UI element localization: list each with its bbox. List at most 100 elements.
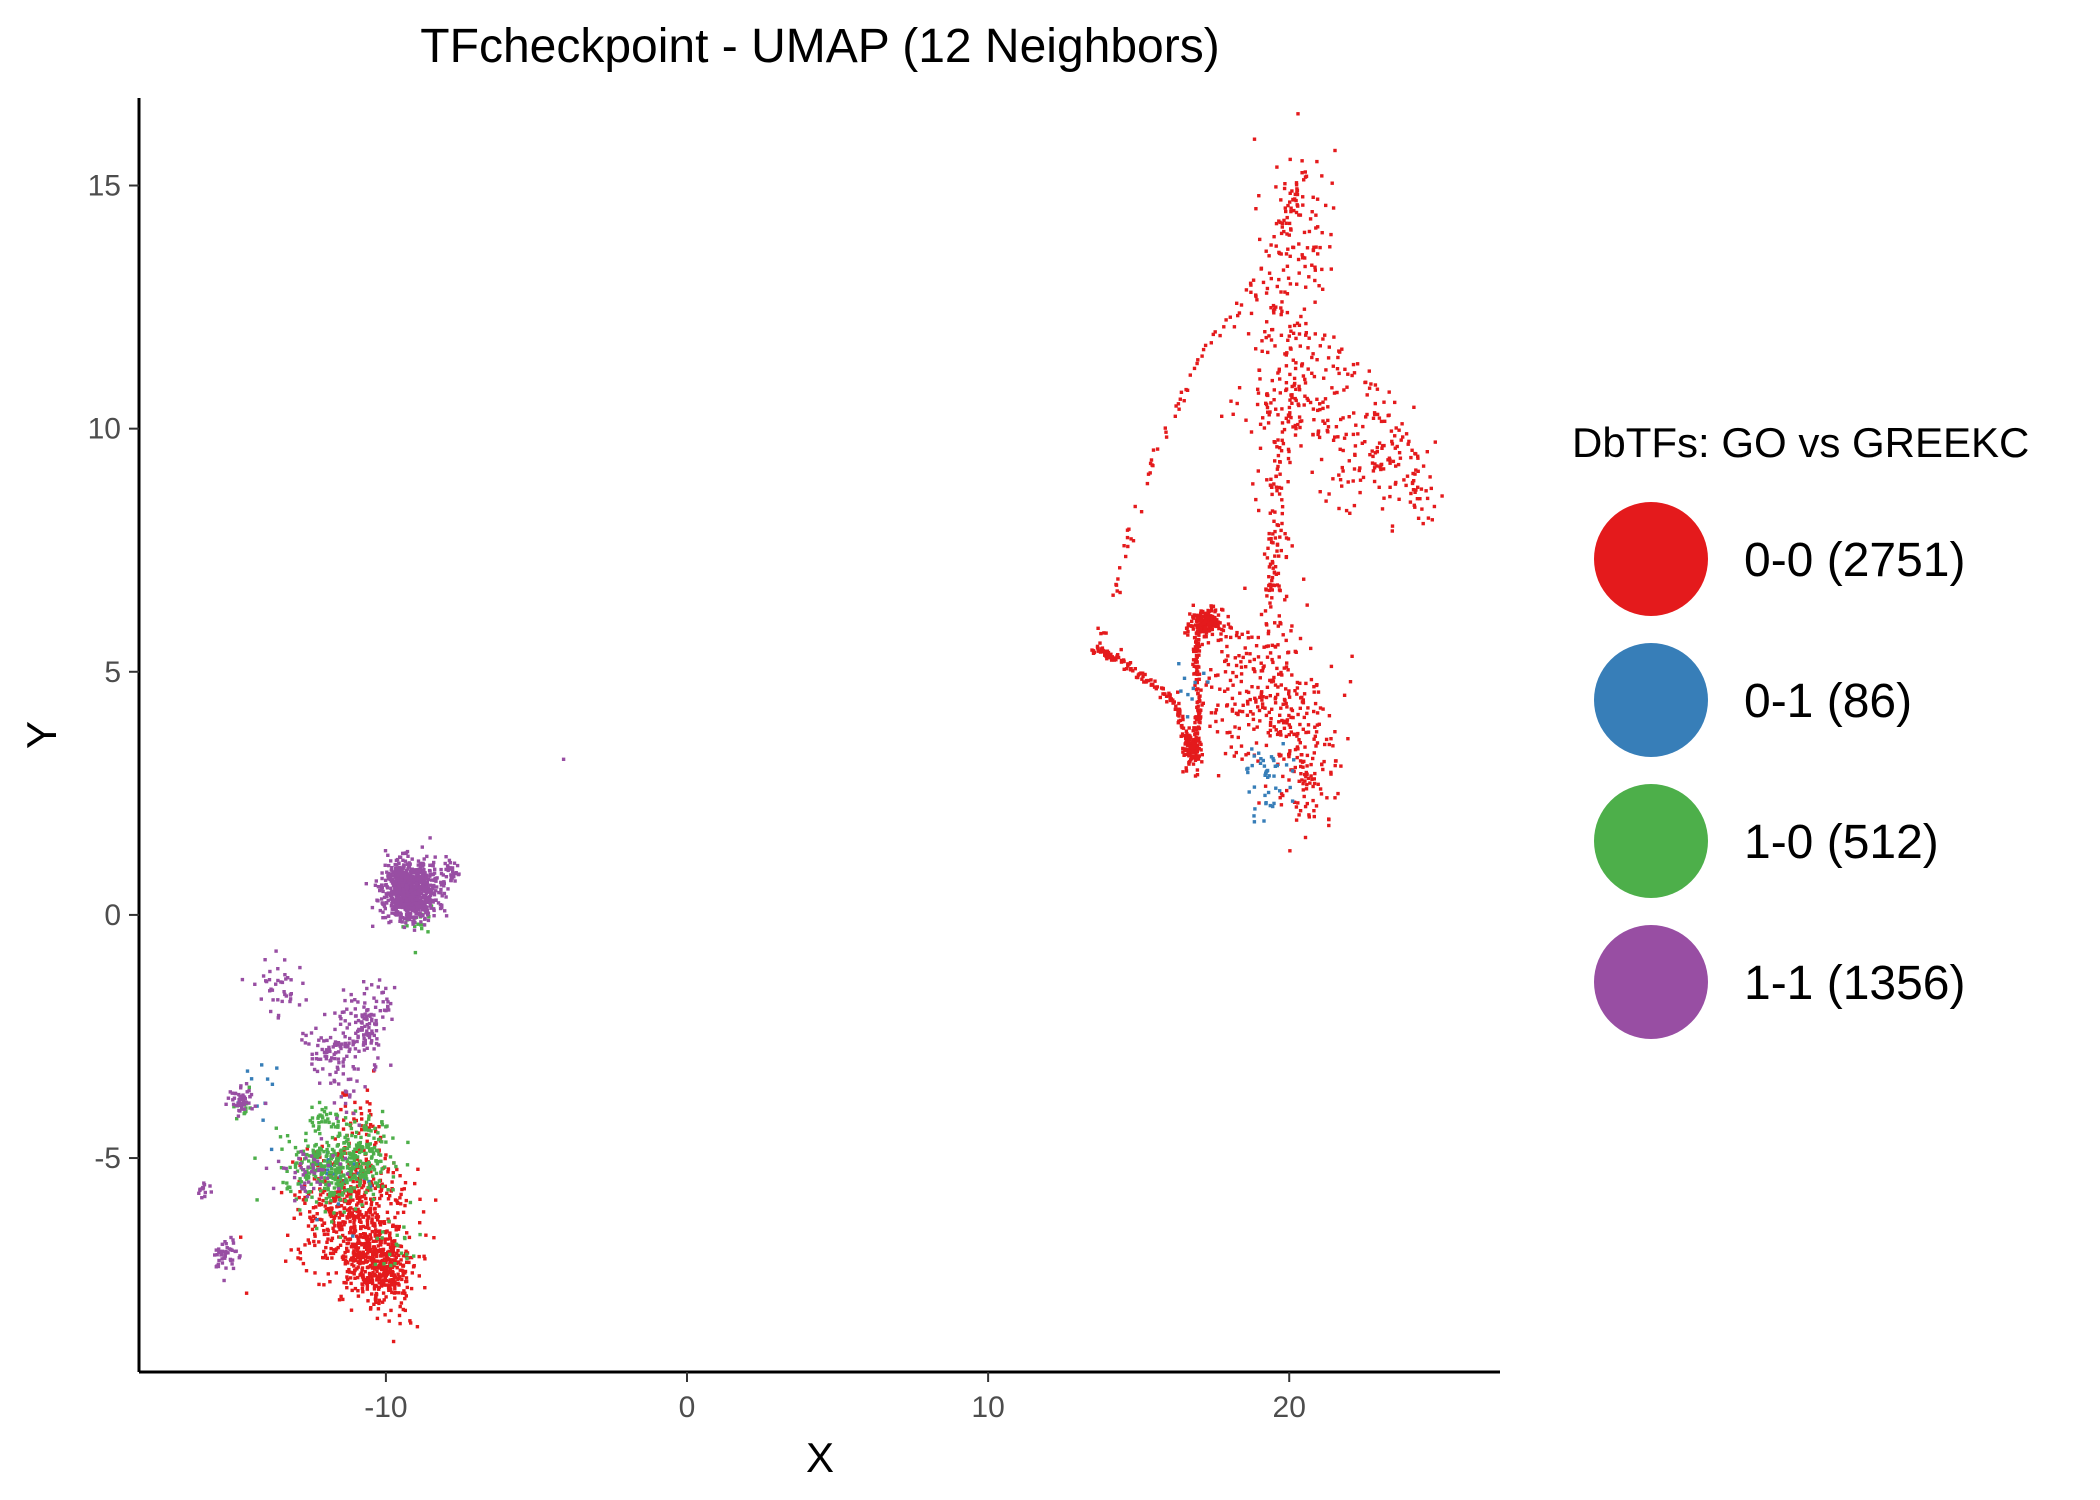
scatter-point [374,1029,379,1033]
scatter-point [372,1168,377,1172]
scatter-point [1206,680,1210,684]
scatter-point [428,883,432,887]
scatter-point [373,1234,377,1238]
scatter-point [289,978,293,982]
scatter-point [1301,727,1305,731]
scatter-point [1313,701,1318,706]
scatter-point [385,1229,389,1233]
scatter-point [348,1093,352,1097]
scatter-point [1327,714,1332,718]
scatter-point [1195,745,1200,749]
scatter-point [411,908,415,913]
scatter-point [1283,598,1287,602]
scatter-point [1247,723,1251,727]
scatter-point [1410,480,1415,485]
scatter-point [404,1198,408,1203]
scatter-point [379,1193,384,1198]
scatter-point [261,974,266,978]
scatter-point [1333,763,1337,768]
scatter-point [315,1155,319,1159]
scatter-point [1177,719,1181,723]
scatter-point [1216,620,1220,624]
scatter-point [1203,343,1208,348]
scatter-point [372,1136,376,1140]
scatter-point [339,1294,343,1299]
scatter-point [313,1155,318,1160]
scatter-point [298,965,302,970]
scatter-point [1168,693,1172,697]
scatter-point [339,1212,343,1216]
scatter-point [382,1280,386,1285]
scatter-point [392,1275,397,1279]
scatter-point [230,1258,235,1262]
scatter-point [297,1179,301,1184]
scatter-point [1318,706,1323,710]
scatter-point [398,915,402,919]
scatter-point [326,1180,330,1184]
scatter-point [1211,604,1216,608]
scatter-point [1254,293,1258,297]
scatter-point [382,1008,387,1012]
scatter-point [405,1163,410,1167]
scatter-point [1331,206,1336,210]
scatter-point [1287,334,1291,338]
scatter-point [1261,695,1265,699]
scatter-point [1284,720,1288,724]
scatter-point [354,1147,358,1151]
scatter-point [373,1222,377,1226]
scatter-point [336,1057,341,1061]
scatter-point [1343,367,1347,371]
scatter-point [1380,446,1384,450]
scatter-point [424,911,428,915]
scatter-point [365,1142,369,1147]
scatter-point [374,1254,379,1259]
scatter-point [1184,741,1188,745]
scatter-point [303,1183,307,1188]
scatter-point [349,1281,353,1286]
scatter-point [311,1124,316,1128]
scatter-point [1302,307,1307,311]
scatter-point [374,1291,379,1296]
scatter-point [1178,711,1182,716]
scatter-point [410,892,414,897]
scatter-point [428,901,432,905]
scatter-point [1256,635,1260,640]
scatter-point [1115,589,1119,593]
scatter-point [337,1195,341,1199]
scatter-point [332,1216,336,1220]
scatter-point [1308,217,1313,221]
scatter-point [307,1180,311,1184]
x-tick-label: 20 [1273,1391,1306,1424]
scatter-point [312,1186,316,1191]
scatter-point [1356,432,1360,436]
scatter-point [358,1179,362,1184]
scatter-point [380,1123,385,1127]
scatter-point [1306,346,1310,350]
scatter-point [359,1135,363,1140]
scatter-point [1320,174,1324,178]
scatter-point [1284,701,1288,706]
scatter-point [313,1175,318,1179]
scatter-point [1267,565,1272,569]
scatter-point [1319,457,1324,462]
scatter-point [289,1248,293,1252]
scatter-point [343,1262,347,1266]
scatter-point [383,906,387,911]
scatter-point [363,1171,367,1175]
scatter-point [315,1149,320,1154]
scatter-point [1271,532,1275,536]
scatter-point [1122,667,1126,671]
scatter-point [1269,485,1274,489]
scatter-point [1270,588,1274,592]
scatter-point [1219,638,1223,642]
scatter-point [231,1238,235,1242]
scatter-point [1283,206,1287,210]
scatter-point [421,868,426,873]
scatter-point [1268,651,1273,655]
scatter-point [404,883,408,887]
scatter-point [402,902,406,907]
scatter-point [240,1107,244,1111]
scatter-point [337,1082,341,1086]
scatter-point [293,1170,297,1175]
scatter-point [1377,485,1381,489]
